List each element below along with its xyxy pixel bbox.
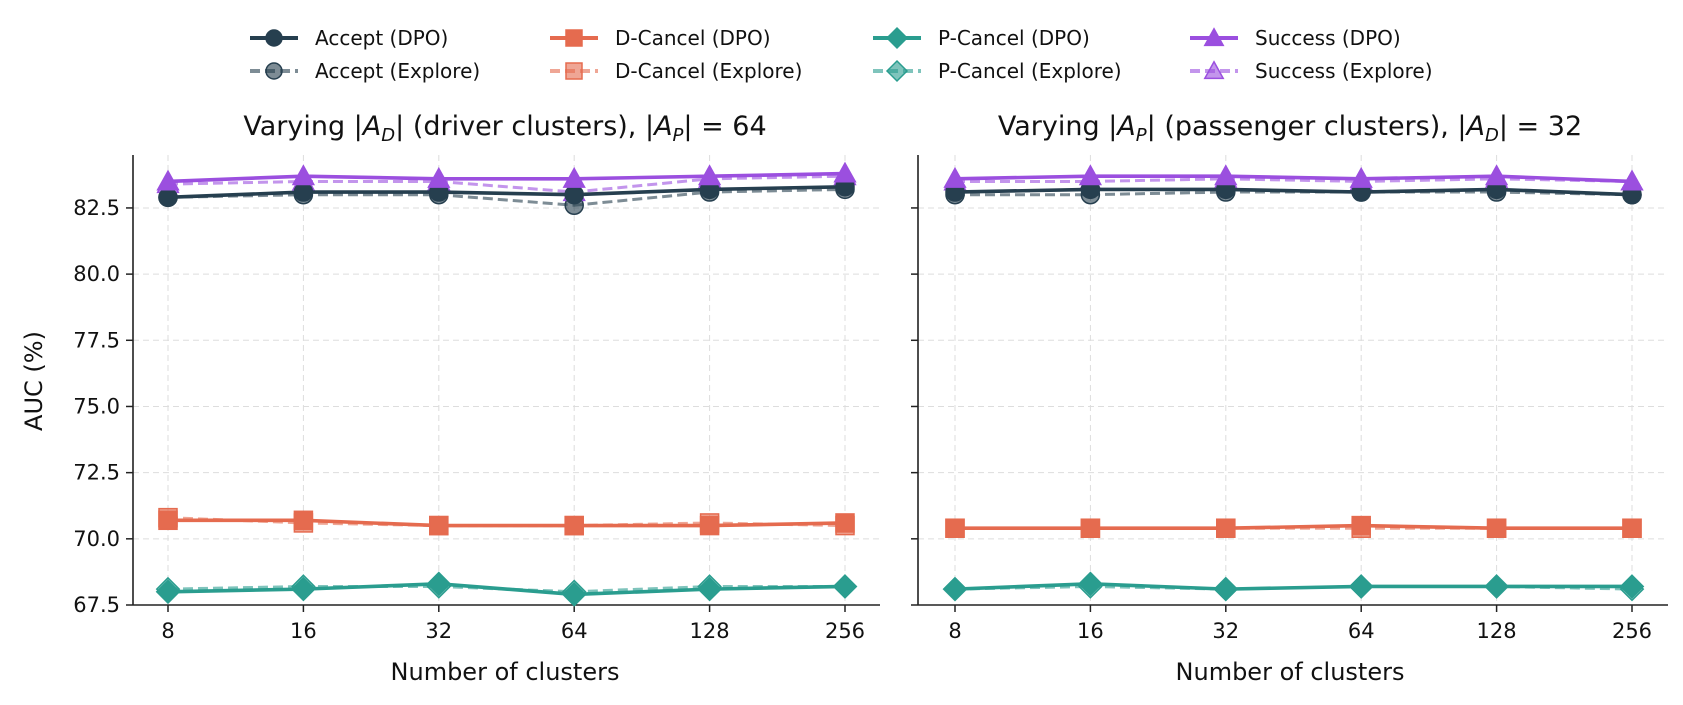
y-axis-label: AUC (%) xyxy=(20,331,48,431)
left-point-p-cancel-dpo xyxy=(561,582,587,607)
right-point-d-cancel-dpo xyxy=(1622,518,1642,538)
right-x-tick-label: 256 xyxy=(1612,619,1652,643)
left-x-axis-label: Number of clusters xyxy=(391,658,620,686)
right-series-line-p-cancel-dpo xyxy=(954,582,1632,591)
y-tick-label: 80.0 xyxy=(73,262,120,286)
legend-label-d-cancel-explore: D-Cancel (Explore) xyxy=(615,59,802,83)
left-point-d-cancel-dpo xyxy=(429,515,449,536)
right-series-line-accept-dpo xyxy=(954,187,1633,197)
y-tick-label: 82.5 xyxy=(73,196,120,220)
left-point-success-dpo xyxy=(427,166,451,188)
right-x-tick-label: 64 xyxy=(1348,619,1375,643)
legend-marker-accept-dpo xyxy=(265,29,283,47)
right-point-p-cancel-dpo xyxy=(1348,574,1374,599)
right-point-p-cancel-dpo xyxy=(942,576,968,602)
left-x-tick-label: 8 xyxy=(161,619,174,643)
left-panel: Varying |AD| (driver clusters), |AP| = 6… xyxy=(20,111,880,686)
left-point-success-dpo xyxy=(156,169,180,191)
left-point-accept-dpo xyxy=(564,184,584,205)
left-series-line-accept-dpo xyxy=(167,184,846,200)
legend-label-accept-explore: Accept (Explore) xyxy=(315,59,480,83)
left-x-tick-label: 32 xyxy=(425,619,452,643)
right-point-success-dpo xyxy=(1078,164,1103,186)
left-point-d-cancel-dpo xyxy=(564,515,584,536)
left-series-line-success-dpo xyxy=(167,171,846,184)
left-point-d-cancel-dpo xyxy=(699,515,720,536)
legend-marker-accept-explore xyxy=(265,62,283,80)
right-panel: Varying |AP| (passenger clusters), |AD| … xyxy=(911,111,1668,686)
legend-label-p-cancel-explore: P-Cancel (Explore) xyxy=(938,59,1122,83)
left-point-accept-dpo xyxy=(158,187,178,208)
left-series-line-p-cancel-dpo xyxy=(167,582,846,597)
right-point-d-cancel-dpo xyxy=(1486,518,1507,538)
legend-label-accept-dpo: Accept (DPO) xyxy=(315,26,448,50)
right-x-axis-label: Number of clusters xyxy=(1176,658,1405,686)
legend-label-success-dpo: Success (DPO) xyxy=(1255,26,1401,50)
left-point-p-cancel-dpo xyxy=(832,574,858,599)
right-point-d-cancel-dpo xyxy=(1080,518,1101,538)
legend-label-p-cancel-dpo: P-Cancel (DPO) xyxy=(938,26,1090,50)
right-point-success-dpo xyxy=(943,166,967,188)
right-panel-title: Varying |AP| (passenger clusters), |AD| … xyxy=(998,111,1582,146)
right-point-success-dpo xyxy=(1484,164,1509,186)
left-point-success-dpo xyxy=(291,164,316,186)
right-series-line-d-cancel-dpo xyxy=(955,523,1632,531)
legend-marker-success-explore xyxy=(1203,60,1225,80)
legend-marker-p-cancel-dpo xyxy=(885,26,909,50)
y-tick-label: 75.0 xyxy=(73,394,120,418)
right-point-success-dpo xyxy=(1214,164,1238,186)
right-series-line-success-dpo xyxy=(954,174,1633,184)
right-point-p-cancel-dpo xyxy=(1213,576,1239,602)
legend-label-success-explore: Success (Explore) xyxy=(1255,59,1433,83)
right-point-p-cancel-dpo xyxy=(1484,574,1509,599)
legend-marker-d-cancel-explore xyxy=(565,62,583,80)
left-series-line-d-cancel-dpo xyxy=(168,518,846,528)
right-series-line-success-explore xyxy=(955,177,1633,183)
y-tick-label: 70.0 xyxy=(73,527,120,551)
left-point-success-dpo xyxy=(833,161,857,183)
left-point-accept-dpo xyxy=(293,182,314,202)
legend-marker-d-cancel-dpo xyxy=(565,29,583,47)
left-series-line-success-explore xyxy=(167,174,846,194)
y-tick-label: 67.5 xyxy=(73,593,120,617)
right-point-d-cancel-dpo xyxy=(1351,515,1371,536)
left-series-line-accept-explore xyxy=(167,187,846,207)
left-x-tick-label: 64 xyxy=(561,619,588,643)
legend-marker-success-dpo xyxy=(1203,27,1225,47)
legend-label-d-cancel-dpo: D-Cancel (DPO) xyxy=(615,26,771,50)
left-point-d-cancel-dpo xyxy=(835,513,855,533)
left-point-p-cancel-dpo xyxy=(426,571,452,597)
right-x-tick-label: 16 xyxy=(1077,619,1104,643)
left-x-tick-label: 16 xyxy=(290,619,317,643)
left-x-tick-label: 128 xyxy=(690,619,730,643)
y-tick-label: 72.5 xyxy=(73,461,120,485)
right-point-success-dpo xyxy=(1349,166,1373,188)
legend: Accept (DPO) Accept (Explore) D-Cancel (DP… xyxy=(250,26,1433,83)
left-panel-title: Varying |AD| (driver clusters), |AP| = 6… xyxy=(243,111,766,146)
y-tick-label: 77.5 xyxy=(73,328,120,352)
left-x-tick-label: 256 xyxy=(825,619,865,643)
right-x-tick-label: 128 xyxy=(1477,619,1517,643)
left-point-success-dpo xyxy=(562,166,586,188)
right-point-d-cancel-dpo xyxy=(1216,518,1236,538)
left-point-p-cancel-dpo xyxy=(291,576,316,602)
right-point-d-cancel-dpo xyxy=(945,518,965,538)
legend-marker-p-cancel-explore xyxy=(885,59,909,83)
right-point-p-cancel-dpo xyxy=(1619,574,1645,599)
right-point-success-dpo xyxy=(1620,169,1644,191)
left-point-p-cancel-dpo xyxy=(697,576,722,602)
left-point-success-dpo xyxy=(697,164,722,186)
right-x-tick-label: 8 xyxy=(948,619,961,643)
left-point-p-cancel-dpo xyxy=(155,579,181,605)
left-point-d-cancel-dpo xyxy=(158,510,178,531)
right-x-tick-label: 32 xyxy=(1212,619,1239,643)
right-point-p-cancel-dpo xyxy=(1078,571,1103,597)
left-point-d-cancel-dpo xyxy=(293,510,314,531)
